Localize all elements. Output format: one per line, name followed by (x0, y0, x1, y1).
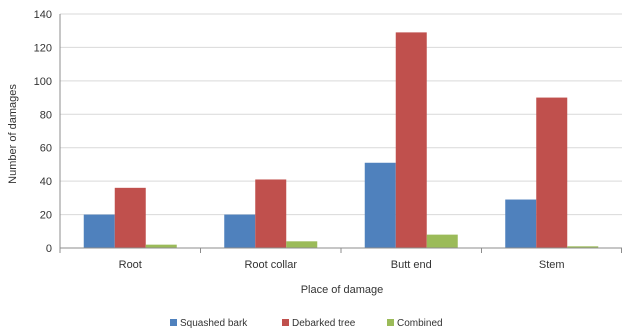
legend-swatch (282, 319, 289, 326)
legend-swatch (170, 319, 177, 326)
bar-squashed-bark-root-collar (224, 214, 256, 248)
y-tick-label: 20 (40, 210, 52, 222)
grid-lines (60, 13, 622, 216)
legend-label: Debarked tree (292, 318, 356, 329)
bar-combined-stem (567, 246, 599, 248)
legend-swatch (387, 319, 394, 326)
x-axis-title: Place of damage (301, 284, 384, 296)
y-tick-label: 40 (40, 176, 52, 188)
y-axis-title: Number of damages (7, 84, 19, 184)
bar-squashed-bark-butt-end (364, 162, 396, 248)
bar-squashed-bark-root (83, 214, 115, 248)
legend-label: Combined (397, 318, 443, 329)
bar-combined-root-collar (286, 241, 318, 248)
bar-combined-root (145, 244, 177, 248)
y-tick-label: 0 (46, 243, 52, 255)
bar-debarked-tree-stem (536, 97, 568, 248)
axes: Place of damage Number of damages 0 20 40 6… (7, 9, 622, 296)
x-tick-label: Root (119, 259, 142, 271)
bar-combined-butt-end (426, 234, 458, 248)
bars (83, 32, 599, 249)
x-tick-label: Stem (539, 259, 565, 271)
y-tick-label: 60 (40, 143, 52, 155)
legend: Squashed bark Debarked tree Combined (170, 318, 443, 329)
x-tick-label: Butt end (391, 259, 432, 271)
y-tick-label: 80 (40, 109, 52, 121)
y-tick-label: 100 (34, 76, 52, 88)
x-tick-label: Root collar (244, 259, 297, 271)
bar-debarked-tree-root-collar (255, 179, 287, 248)
bar-squashed-bark-stem (505, 199, 537, 248)
bar-debarked-tree-butt-end (395, 32, 427, 249)
legend-label: Squashed bark (180, 318, 248, 329)
y-tick-label: 140 (34, 9, 52, 21)
bar-debarked-tree-root (114, 187, 146, 248)
y-tick-label: 120 (34, 42, 52, 54)
